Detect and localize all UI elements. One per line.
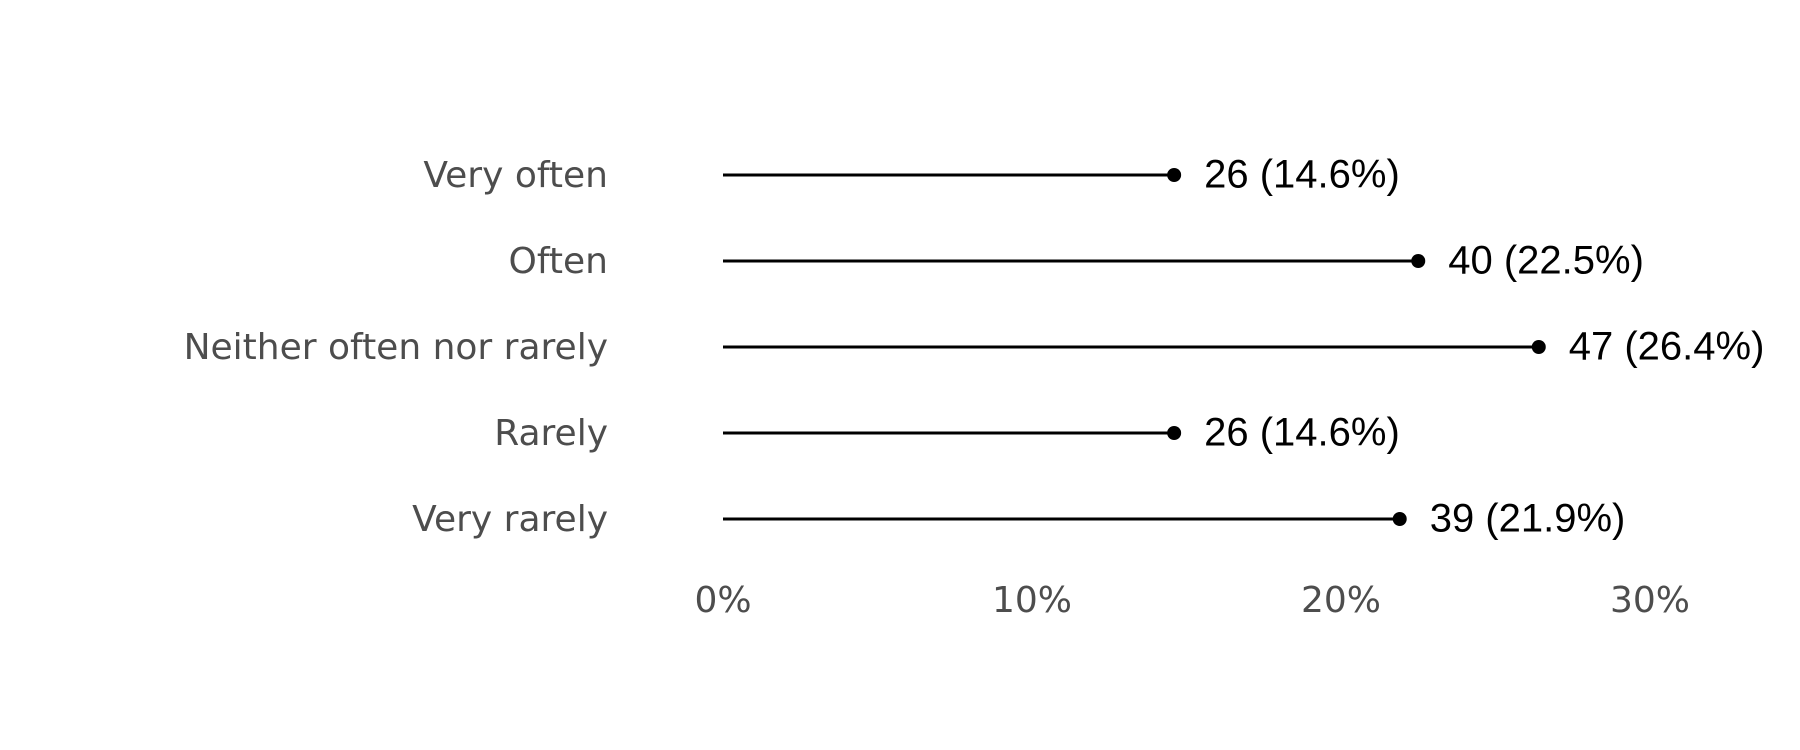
y-tick-label: Often bbox=[509, 241, 608, 282]
lollipop-dot bbox=[1167, 168, 1182, 182]
x-tick-label: 0% bbox=[694, 580, 751, 621]
y-tick-label: Neither often nor rarely bbox=[184, 327, 608, 368]
value-label: 40 (22.5%) bbox=[1448, 239, 1644, 283]
lollipop-dot bbox=[1411, 254, 1426, 268]
y-tick-label: Very often bbox=[423, 155, 608, 196]
x-tick-label: 30% bbox=[1610, 580, 1690, 621]
lollipop-dot bbox=[1167, 426, 1182, 440]
x-tick-label: 10% bbox=[992, 580, 1072, 621]
value-label: 26 (14.6%) bbox=[1204, 411, 1400, 455]
y-tick-label: Very rarely bbox=[412, 499, 608, 540]
value-label: 47 (26.4%) bbox=[1569, 325, 1765, 369]
lollipop-dot bbox=[1392, 512, 1407, 526]
x-tick-label: 20% bbox=[1301, 580, 1381, 621]
lollipop-dot bbox=[1531, 340, 1546, 354]
y-tick-label: Rarely bbox=[494, 413, 608, 454]
value-label: 26 (14.6%) bbox=[1204, 153, 1400, 197]
value-label: 39 (21.9%) bbox=[1430, 497, 1626, 541]
